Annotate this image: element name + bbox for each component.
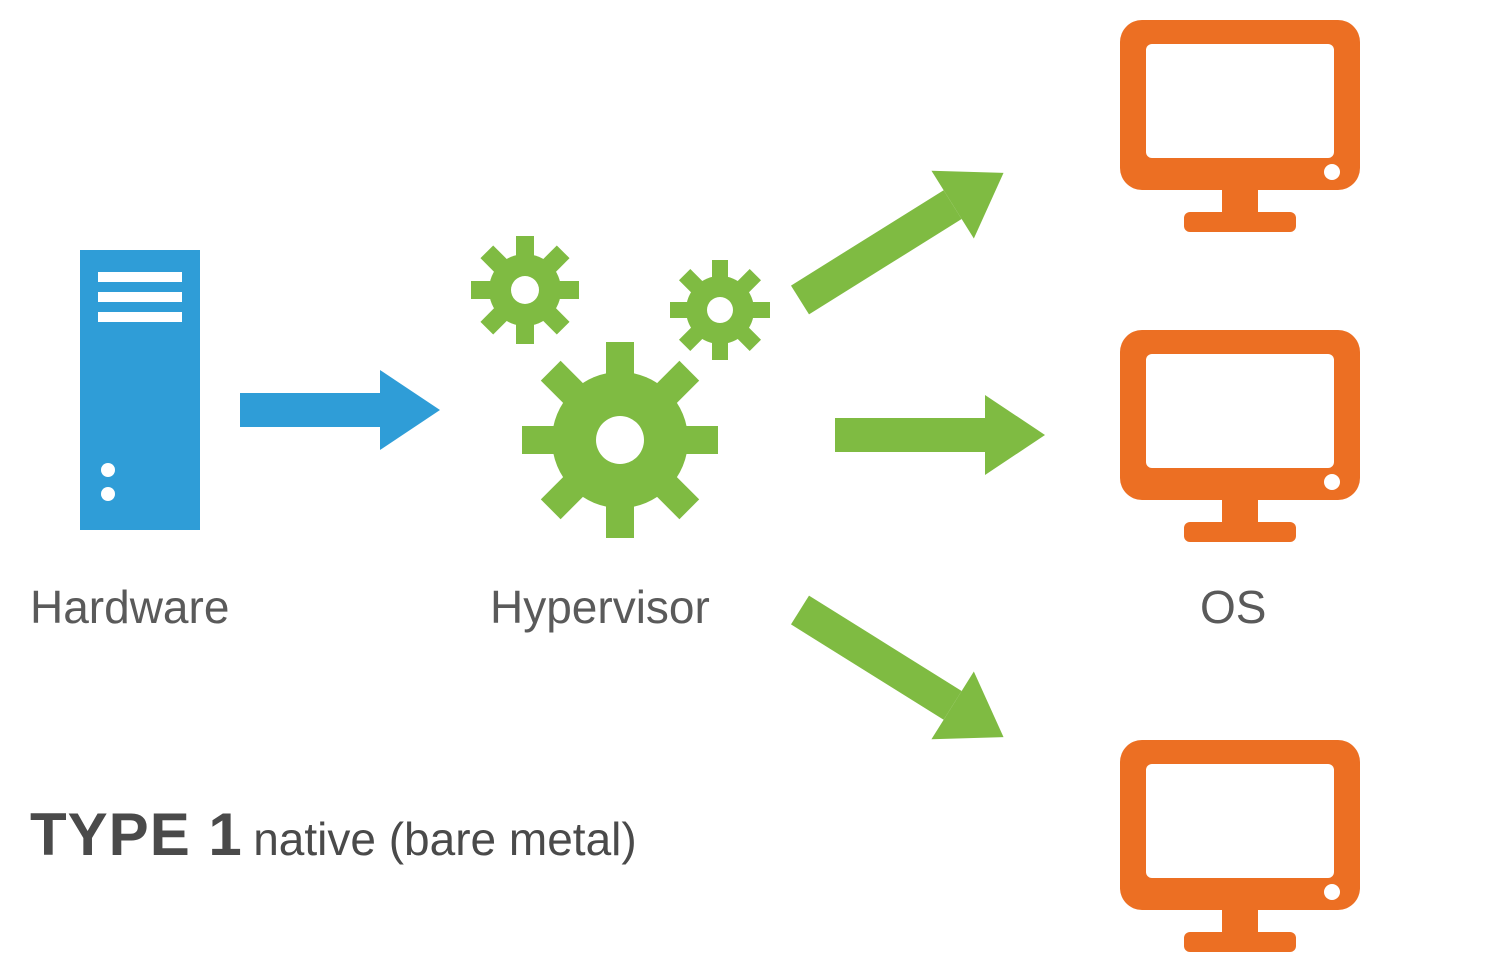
- os-label: OS: [1200, 580, 1266, 634]
- server-tower-icon: [80, 250, 200, 530]
- title-strong: TYPE 1: [30, 801, 243, 868]
- diagram-title: TYPE 1 native (bare metal): [30, 800, 637, 869]
- arrow-hardware-to-hypervisor: [240, 370, 440, 450]
- arrow-hypervisor-to-os-mid: [835, 395, 1045, 475]
- monitor-icon: [1120, 740, 1360, 952]
- gears-icon: [471, 236, 770, 538]
- hypervisor-label: Hypervisor: [490, 580, 710, 634]
- hardware-label: Hardware: [30, 580, 229, 634]
- arrow-hypervisor-to-os-top: [779, 139, 1025, 334]
- monitor-icon: [1120, 330, 1360, 542]
- title-sub: native (bare metal): [253, 813, 637, 865]
- arrow-hypervisor-to-os-bot: [779, 576, 1025, 771]
- monitor-icon: [1120, 20, 1360, 232]
